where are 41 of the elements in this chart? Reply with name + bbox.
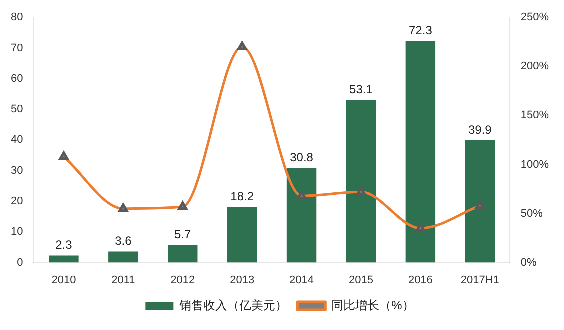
bar <box>168 245 198 263</box>
y-tick-label: 30 <box>10 164 24 177</box>
y-tick-label: 0 <box>17 256 24 269</box>
y2-tick-label: 150% <box>520 110 550 122</box>
bar <box>465 140 496 263</box>
y-tick-label: 80 <box>10 12 24 24</box>
x-tick-label: 2015 <box>348 274 374 286</box>
y2-tick-label: 0% <box>520 256 537 269</box>
data-label: 53.1 <box>350 82 374 96</box>
x-tick-label: 2016 <box>408 274 433 286</box>
legend-label: 同比增长（%） <box>332 298 414 312</box>
x-tick-label: 2017H1 <box>460 274 500 286</box>
y2-tick-label: 100% <box>520 158 550 171</box>
x-tick-label: 2011 <box>112 274 136 286</box>
y2-tick-label: 50% <box>520 208 544 220</box>
y-tick-label: 50 <box>10 104 24 116</box>
data-label: 18.2 <box>230 189 254 204</box>
x-tick-label: 2012 <box>170 274 196 286</box>
x-tick-label: 2014 <box>290 274 314 286</box>
bar <box>49 256 79 263</box>
data-label: 5.7 <box>174 228 192 242</box>
y-tick-label: 40 <box>10 134 24 146</box>
data-label: 39.9 <box>468 122 492 137</box>
bar <box>406 41 436 263</box>
x-tick-label: 2010 <box>52 274 76 286</box>
y-tick-label: 60 <box>10 72 24 85</box>
bar <box>286 168 317 263</box>
bar <box>346 100 376 263</box>
y2-tick-label: 250% <box>520 12 550 24</box>
legend-label: 销售收入（亿美元） <box>178 298 288 312</box>
bar <box>227 207 258 263</box>
y-tick-label: 70 <box>10 42 24 54</box>
data-label: 3.6 <box>115 234 132 248</box>
y2-tick-label: 200% <box>520 60 550 73</box>
y-tick-label: 20 <box>10 196 24 208</box>
y-tick-label: 10 <box>10 226 24 238</box>
x-tick-label: 2013 <box>230 274 255 286</box>
bar <box>108 252 138 263</box>
data-label: 2.3 <box>56 238 73 252</box>
data-label: 30.8 <box>290 150 314 165</box>
data-label: 72.3 <box>409 24 433 38</box>
